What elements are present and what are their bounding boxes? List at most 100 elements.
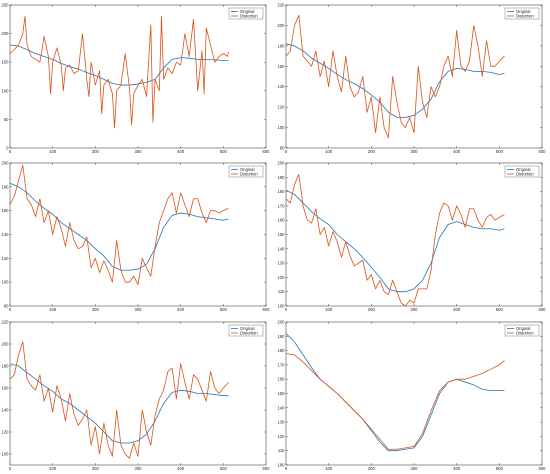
y-tick-label: 100	[278, 125, 286, 130]
series-line-distortion	[285, 174, 505, 307]
y-tick-label: 120	[278, 275, 286, 280]
x-tick-label: 200	[368, 307, 376, 312]
y-tick-label: 140	[278, 246, 286, 251]
plot-area	[9, 321, 267, 466]
x-tick-label: 400	[453, 307, 461, 312]
y-tick-label: 160	[278, 64, 286, 69]
chart-panel-middle-left: 0 100 200 300 400 500 600 80 100 120 140 160 180 200 O…	[2, 161, 271, 313]
x-tick-label: 500	[496, 149, 504, 154]
y-tick-label: 140	[278, 405, 286, 410]
y-tick-label: 220	[2, 320, 10, 325]
x-tick-label: 200	[368, 149, 376, 154]
x-tick-label: 200	[92, 307, 100, 312]
y-tick-label: 170	[278, 362, 286, 367]
x-tick-label: 400	[453, 466, 461, 471]
legend-label-distortion: Distortion	[240, 330, 258, 335]
y-tick-label: 120	[2, 430, 10, 435]
x-tick-label: 600	[263, 149, 271, 154]
legend-label-original: Original	[240, 9, 254, 14]
x-tick-label: 300	[135, 307, 143, 312]
y-tick-label: 180	[278, 348, 286, 353]
legend-label-original: Original	[516, 167, 530, 172]
plot-area	[285, 4, 543, 149]
y-tick-label: 180	[278, 189, 286, 194]
y-tick-label: 100	[278, 463, 286, 468]
legend-box	[228, 324, 264, 337]
y-tick-label: 100	[2, 88, 10, 93]
x-tick-label: 600	[263, 466, 271, 471]
series-line-distortion	[9, 16, 229, 129]
x-tick-label: 200	[92, 466, 100, 471]
x-tick-label: 0	[9, 149, 12, 154]
x-tick-label: 200	[92, 149, 100, 154]
x-tick-label: 500	[496, 466, 504, 471]
x-tick-label: 400	[177, 466, 185, 471]
x-tick-label: 100	[49, 149, 57, 154]
series-line-distortion	[285, 353, 505, 450]
legend-box	[228, 7, 264, 20]
y-tick-label: 180	[278, 43, 286, 48]
x-tick-label: 0	[285, 307, 288, 312]
x-tick-label: 0	[9, 307, 12, 312]
x-tick-label: 100	[325, 149, 333, 154]
y-tick-label: 150	[278, 391, 286, 396]
x-tick-label: 100	[325, 307, 333, 312]
x-tick-label: 300	[135, 149, 143, 154]
y-tick-label: 150	[278, 232, 286, 237]
y-tick-label: 110	[278, 448, 285, 453]
chart-panel-bottom-left: 0 100 200 300 400 500 600 100 120 140 160 180 200 220…	[2, 320, 271, 472]
legend-box	[228, 165, 264, 178]
legend-label-distortion: Distortion	[516, 171, 534, 176]
x-tick-label: 400	[177, 307, 185, 312]
x-tick-label: 300	[135, 466, 143, 471]
y-tick-label: 120	[278, 105, 286, 110]
y-tick-label: 200	[278, 161, 286, 166]
y-tick-label: 100	[2, 452, 10, 457]
chart-panel-top-right: 0 100 200 300 400 500 600 80 100 120 140 160 180 200 2…	[278, 3, 547, 155]
y-tick-label: 200	[2, 31, 10, 36]
legend-label-distortion: Distortion	[240, 13, 258, 18]
legend-label-original: Original	[240, 167, 254, 172]
x-tick-label: 300	[411, 466, 419, 471]
y-tick-label: 160	[278, 218, 286, 223]
x-tick-label: 0	[285, 466, 288, 471]
x-tick-label: 300	[411, 149, 419, 154]
y-tick-label: 80	[4, 304, 9, 309]
x-tick-label: 600	[539, 466, 547, 471]
chart-panel-middle-right: 0 100 200 300 400 500 600100110120130140150160…	[278, 161, 547, 313]
x-tick-label: 600	[539, 149, 547, 154]
x-tick-label: 500	[220, 307, 228, 312]
legend-label-original: Original	[240, 326, 254, 331]
y-tick-label: 140	[2, 232, 10, 237]
legend-label-distortion: Distortion	[516, 13, 534, 18]
y-tick-label: 120	[2, 256, 10, 261]
y-tick-label: 110	[278, 289, 285, 294]
y-tick-label: 140	[2, 408, 10, 413]
y-tick-label: 190	[278, 175, 286, 180]
plot-area	[285, 162, 543, 307]
y-tick-label: 0	[6, 146, 9, 151]
y-tick-label: 180	[2, 364, 10, 369]
x-tick-label: 400	[453, 149, 461, 154]
legend-label-original: Original	[516, 9, 530, 14]
y-tick-label: 150	[2, 60, 10, 65]
series-line-distortion	[9, 164, 229, 285]
y-tick-label: 160	[278, 377, 286, 382]
x-tick-label: 500	[220, 149, 228, 154]
chart-panel-bottom-right: 0 100 200 300 400 500 600100110120130140150160…	[278, 320, 547, 472]
y-tick-label: 50	[4, 117, 9, 122]
chart-panel-top-left: 0 100 200 300 400 500 600050100150200250Origin…	[2, 3, 271, 155]
legend-label-original: Original	[516, 326, 530, 331]
y-tick-label: 140	[278, 84, 286, 89]
series-line-distortion	[9, 341, 229, 459]
legend-box	[504, 165, 540, 178]
y-tick-label: 200	[2, 161, 10, 166]
y-tick-label: 190	[278, 334, 286, 339]
legend-label-distortion: Distortion	[240, 171, 258, 176]
x-tick-label: 600	[539, 307, 547, 312]
